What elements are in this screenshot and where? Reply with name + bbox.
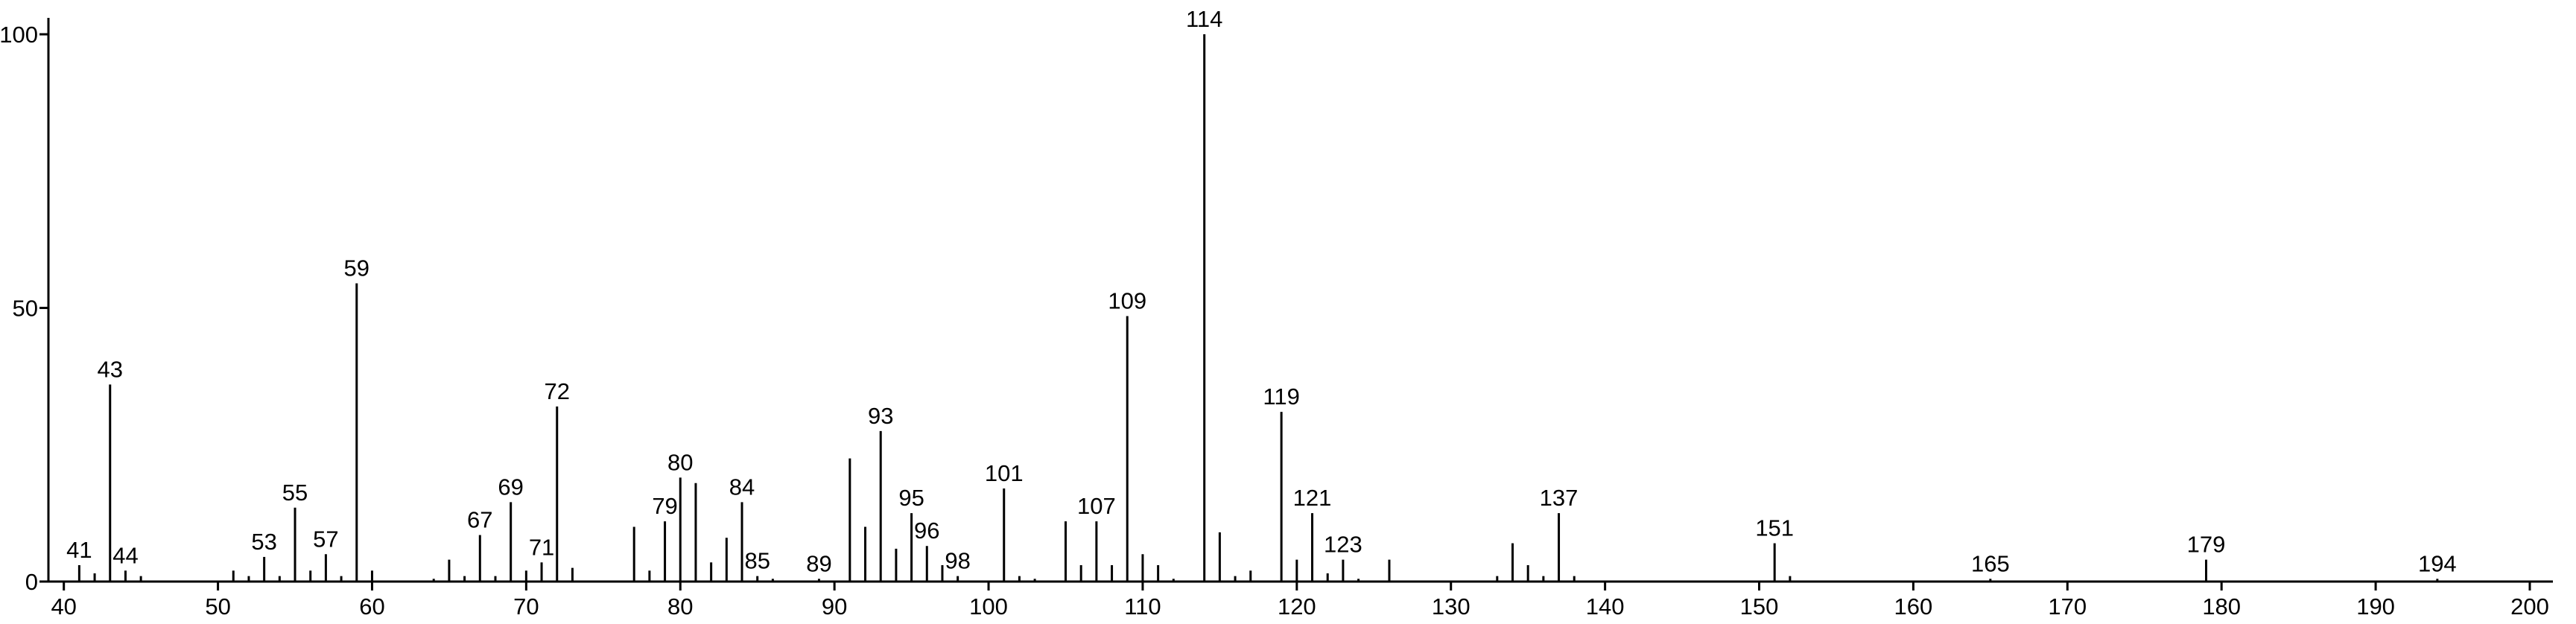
peak-label: 194 <box>2418 550 2457 576</box>
peak-label: 80 <box>667 449 693 475</box>
x-tick-label: 110 <box>1124 593 1161 620</box>
peak-label: 137 <box>1540 485 1579 511</box>
peak-label: 93 <box>868 403 893 429</box>
x-tick-label: 180 <box>2202 593 2241 620</box>
peak-label: 57 <box>313 526 338 552</box>
peak-label: 95 <box>898 485 924 511</box>
peak-label: 71 <box>529 534 554 560</box>
peak-label: 55 <box>282 480 308 506</box>
x-tick-label: 120 <box>1278 593 1316 620</box>
peak-label: 67 <box>467 507 492 533</box>
peak-label: 43 <box>98 356 123 382</box>
x-tick-label: 50 <box>205 593 230 620</box>
x-tick-label: 170 <box>2048 593 2087 620</box>
x-tick-label: 130 <box>1432 593 1471 620</box>
x-tick-label: 60 <box>359 593 384 620</box>
peak-label: 84 <box>729 474 755 500</box>
peak-label: 85 <box>744 548 770 574</box>
x-tick-label: 200 <box>2510 593 2549 620</box>
peak-label: 101 <box>985 460 1024 486</box>
peak-label: 44 <box>112 542 138 568</box>
peak-label: 151 <box>1755 515 1794 541</box>
x-tick-label: 90 <box>822 593 847 620</box>
y-tick-label: 50 <box>13 296 38 322</box>
peak-label: 69 <box>498 474 523 500</box>
peak-label: 114 <box>1186 6 1222 32</box>
x-tick-label: 80 <box>667 593 693 620</box>
peak-label: 89 <box>806 550 831 576</box>
peak-label: 179 <box>2187 532 2226 558</box>
y-tick-label: 100 <box>0 22 38 48</box>
peak-label: 59 <box>344 255 369 281</box>
peak-label: 98 <box>945 548 970 574</box>
x-tick-label: 70 <box>513 593 539 620</box>
peak-label: 79 <box>652 493 677 519</box>
x-tick-label: 190 <box>2356 593 2395 620</box>
peak-label: 107 <box>1077 493 1116 519</box>
peak-label: 121 <box>1293 485 1332 511</box>
x-tick-label: 160 <box>1894 593 1933 620</box>
x-tick-label: 40 <box>51 593 76 620</box>
x-tick-label: 100 <box>969 593 1008 620</box>
peak-label: 72 <box>545 378 570 404</box>
peak-label: 119 <box>1263 383 1299 410</box>
x-tick-label: 150 <box>1740 593 1779 620</box>
peak-label: 109 <box>1108 288 1146 314</box>
peak-label: 165 <box>1971 550 2010 576</box>
peak-label: 53 <box>251 529 276 555</box>
x-tick-label: 140 <box>1586 593 1625 620</box>
peak-label: 41 <box>66 537 92 563</box>
y-tick-label: 0 <box>25 569 38 595</box>
peak-label: 96 <box>914 518 939 544</box>
peak-label: 123 <box>1324 532 1362 558</box>
